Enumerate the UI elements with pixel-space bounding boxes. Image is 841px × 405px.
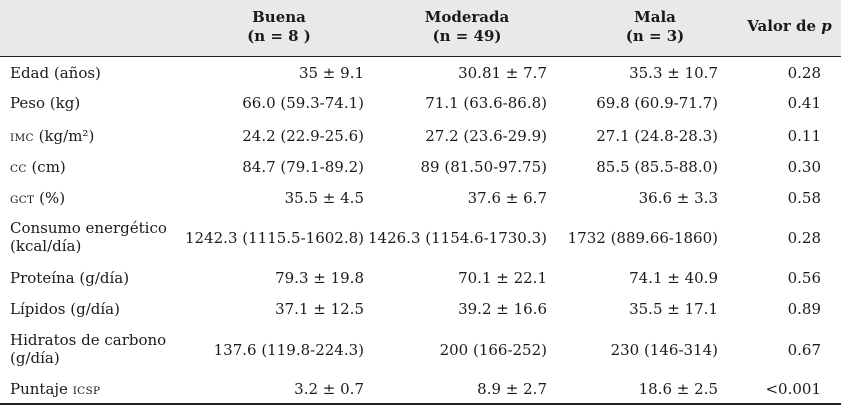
header-buena: Buena (n = 8 )	[247, 8, 311, 45]
value-buena: 35 ± 9.1	[298, 64, 364, 82]
table-row: IMC (kg/m²) 24.2 (22.9-25.6) 27.2 (23.6-…	[0, 127, 841, 149]
row-label: Proteína (g/día)	[10, 269, 130, 287]
header-moderada: Moderada (n = 49)	[424, 8, 510, 45]
value-buena: 3.2 ± 0.7	[294, 380, 364, 398]
value-moderada: 8.9 ± 2.7	[477, 380, 547, 398]
value-buena: 37.1 ± 12.5	[275, 300, 364, 318]
value-mala: 230 (146-314)	[610, 341, 718, 359]
value-p: 0.89	[787, 300, 821, 318]
value-buena: 35.5 ± 4.5	[284, 189, 364, 207]
table-row: Puntaje ICSP 3.2 ± 0.7 8.9 ± 2.7 18.6 ± …	[0, 380, 841, 402]
value-moderada: 89 (81.50-97.75)	[420, 158, 547, 176]
value-buena: 1242.3 (1115.5-1602.8)	[185, 229, 364, 247]
value-p: 0.30	[787, 158, 821, 176]
value-mala: 85.5 (85.5-88.0)	[596, 158, 718, 176]
value-moderada: 70.1 ± 22.1	[458, 269, 547, 287]
table-row: Hidratos de carbono (g/día) 137.6 (119.8…	[0, 331, 841, 371]
value-mala: 1732 (889.66-1860)	[567, 229, 718, 247]
row-label: Puntaje ICSP	[10, 380, 101, 398]
table-row: GCT (%) 35.5 ± 4.5 37.6 ± 6.7 36.6 ± 3.3…	[0, 189, 841, 211]
value-p: 0.28	[787, 64, 821, 82]
row-label: Lípidos (g/día)	[10, 300, 120, 318]
value-mala: 69.8 (60.9-71.7)	[596, 94, 718, 112]
bottom-rule	[0, 403, 841, 405]
value-p: 0.11	[787, 127, 821, 145]
header-mala: Mala (n = 3)	[625, 8, 685, 45]
value-mala: 35.5 ± 17.1	[629, 300, 718, 318]
value-p: <0.001	[765, 380, 821, 398]
row-label: Peso (kg)	[10, 94, 81, 112]
value-p: 0.56	[787, 269, 821, 287]
value-moderada: 71.1 (63.6-86.8)	[425, 94, 547, 112]
value-buena: 137.6 (119.8-224.3)	[213, 341, 364, 359]
table-header: Buena (n = 8 ) Moderada (n = 49) Mala (n…	[0, 0, 841, 57]
table-row: Peso (kg) 66.0 (59.3-74.1) 71.1 (63.6-86…	[0, 94, 841, 116]
value-moderada: 30.81 ± 7.7	[458, 64, 547, 82]
value-mala: 18.6 ± 2.5	[638, 380, 718, 398]
table-row: CC (cm) 84.7 (79.1-89.2) 89 (81.50-97.75…	[0, 158, 841, 180]
value-buena: 66.0 (59.3-74.1)	[242, 94, 364, 112]
value-p: 0.67	[787, 341, 821, 359]
row-label-line2: (g/día)	[10, 349, 60, 367]
value-mala: 74.1 ± 40.9	[629, 269, 718, 287]
row-label: Edad (años)	[10, 64, 101, 82]
value-p: 0.58	[787, 189, 821, 207]
value-moderada: 37.6 ± 6.7	[467, 189, 547, 207]
row-label: GCT (%)	[10, 189, 66, 207]
value-mala: 27.1 (24.8-28.3)	[596, 127, 718, 145]
row-label-line2: (kcal/día)	[10, 237, 82, 255]
value-p: 0.41	[787, 94, 821, 112]
table-row: Proteína (g/día) 79.3 ± 19.8 70.1 ± 22.1…	[0, 269, 841, 291]
value-p: 0.28	[787, 229, 821, 247]
value-buena: 84.7 (79.1-89.2)	[242, 158, 364, 176]
row-label: CC (cm)	[10, 158, 66, 176]
row-label: Hidratos de carbono	[10, 331, 167, 349]
value-moderada: 39.2 ± 16.6	[458, 300, 547, 318]
value-mala: 35.3 ± 10.7	[629, 64, 718, 82]
table-row: Lípidos (g/día) 37.1 ± 12.5 39.2 ± 16.6 …	[0, 300, 841, 322]
value-buena: 24.2 (22.9-25.6)	[242, 127, 364, 145]
row-label: Consumo energético	[10, 219, 167, 237]
value-buena: 79.3 ± 19.8	[275, 269, 364, 287]
table-row: Edad (años) 35 ± 9.1 30.81 ± 7.7 35.3 ± …	[0, 64, 841, 86]
value-moderada: 200 (166-252)	[439, 341, 547, 359]
row-label: IMC (kg/m²)	[10, 127, 95, 145]
value-moderada: 1426.3 (1154.6-1730.3)	[368, 229, 547, 247]
table-row: Consumo energético (kcal/día) 1242.3 (11…	[0, 219, 841, 259]
value-moderada: 27.2 (23.6-29.9)	[425, 127, 547, 145]
value-mala: 36.6 ± 3.3	[638, 189, 718, 207]
header-p-value: Valor de p	[747, 17, 832, 35]
